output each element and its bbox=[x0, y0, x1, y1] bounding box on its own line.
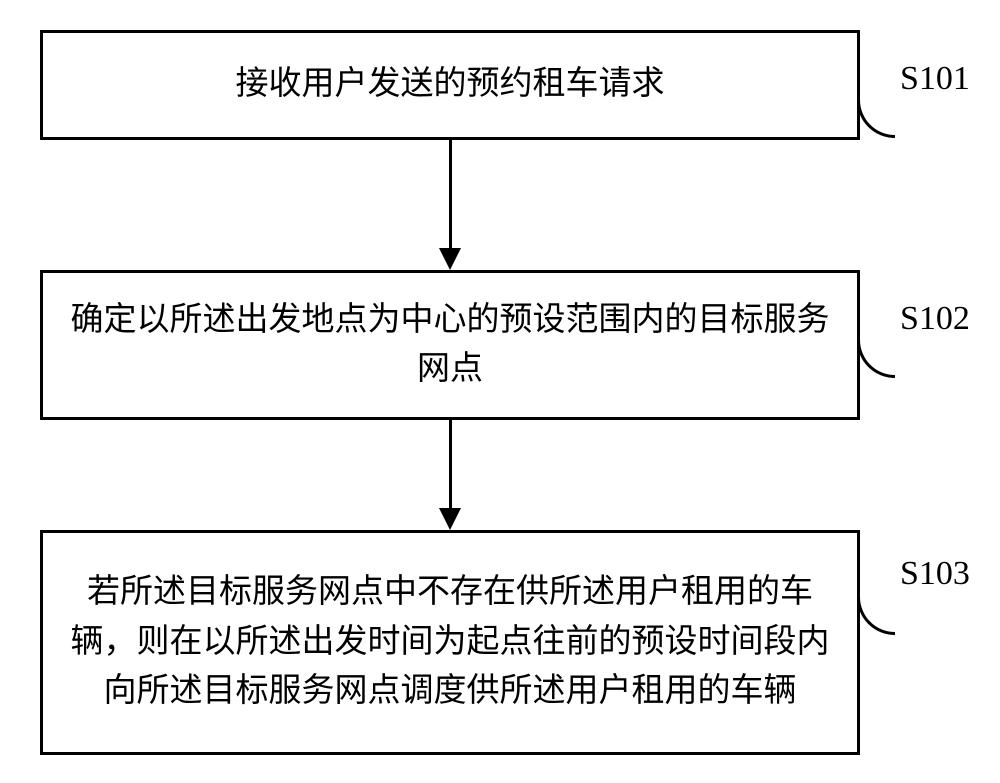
flowchart-step-s101: 接收用户发送的预约租车请求 bbox=[40, 30, 860, 140]
step-label-3: S103 bbox=[900, 555, 970, 593]
flowchart-step-s103: 若所述目标服务网点中不存在供所述用户租用的车辆，则在以所述出发时间为起点往前的预… bbox=[40, 530, 860, 755]
step-label-1: S101 bbox=[900, 60, 970, 98]
step-text: 若所述目标服务网点中不存在供所述用户租用的车辆，则在以所述出发时间为起点往前的预… bbox=[63, 568, 837, 717]
label-connector-2 bbox=[857, 338, 895, 378]
step-label-2: S102 bbox=[900, 300, 970, 338]
label-connector-3 bbox=[857, 595, 895, 635]
flowchart-step-s102: 确定以所述出发地点为中心的预设范围内的目标服务网点 bbox=[40, 270, 860, 420]
step-text: 接收用户发送的预约租车请求 bbox=[236, 60, 665, 110]
label-connector-1 bbox=[857, 98, 895, 138]
step-text: 确定以所述出发地点为中心的预设范围内的目标服务网点 bbox=[63, 296, 837, 395]
flowchart-container: 接收用户发送的预约租车请求确定以所述出发地点为中心的预设范围内的目标服务网点若所… bbox=[0, 0, 1000, 783]
